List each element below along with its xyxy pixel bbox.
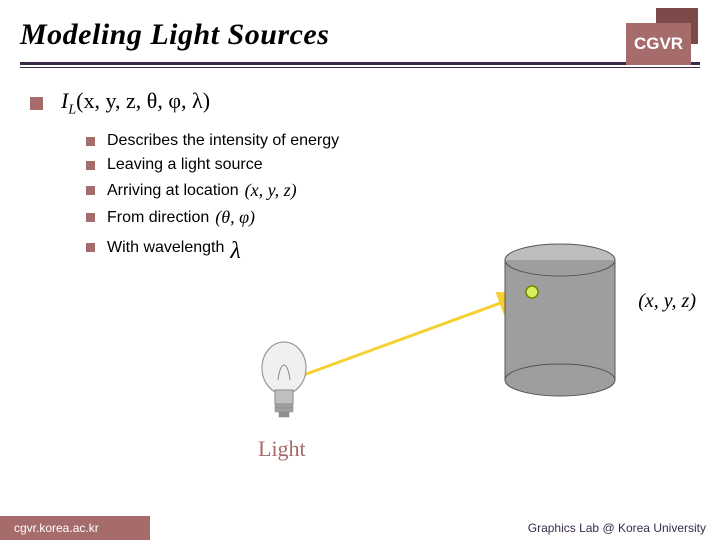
inline-formula-location: (x, y, z) (245, 180, 297, 201)
footer-credit: Graphics Lab @ Korea University (528, 521, 720, 535)
slide-title: Modeling Light Sources (20, 18, 700, 52)
footer-url: cgvr.korea.ac.kr (0, 516, 150, 540)
cylinder-shape (505, 244, 615, 396)
lightbulb-icon (262, 342, 306, 417)
title-rule-thick (20, 62, 700, 65)
title-area: Modeling Light Sources (0, 0, 720, 58)
bullet-text: Describes the intensity of energy (107, 132, 339, 150)
main-bullet-row: IL(x, y, z, θ, φ, λ) (30, 88, 690, 118)
point-label: (x, y, z) (638, 290, 696, 313)
formula-sub: L (68, 102, 76, 117)
cgvr-badge-front: CGVR (626, 23, 691, 65)
point-marker (526, 286, 538, 298)
main-formula: IL(x, y, z, θ, φ, λ) (61, 88, 210, 118)
sub-item: Leaving a light source (86, 156, 690, 174)
bullet-text: Arriving at location (107, 182, 239, 200)
sub-item: Describes the intensity of energy (86, 132, 690, 150)
bullet-icon (86, 137, 95, 146)
light-label: Light (258, 436, 306, 462)
diagram-svg (0, 200, 720, 440)
bullet-icon (86, 161, 95, 170)
cgvr-badge: CGVR (626, 8, 698, 66)
bullet-icon (30, 97, 43, 110)
bullet-icon (86, 186, 95, 195)
formula-args: (x, y, z, θ, φ, λ) (76, 88, 210, 113)
bullet-text: Leaving a light source (107, 156, 263, 174)
footer: cgvr.korea.ac.kr Graphics Lab @ Korea Un… (0, 516, 720, 540)
sub-item: Arriving at location (x, y, z) (86, 180, 690, 201)
light-ray (290, 294, 525, 380)
